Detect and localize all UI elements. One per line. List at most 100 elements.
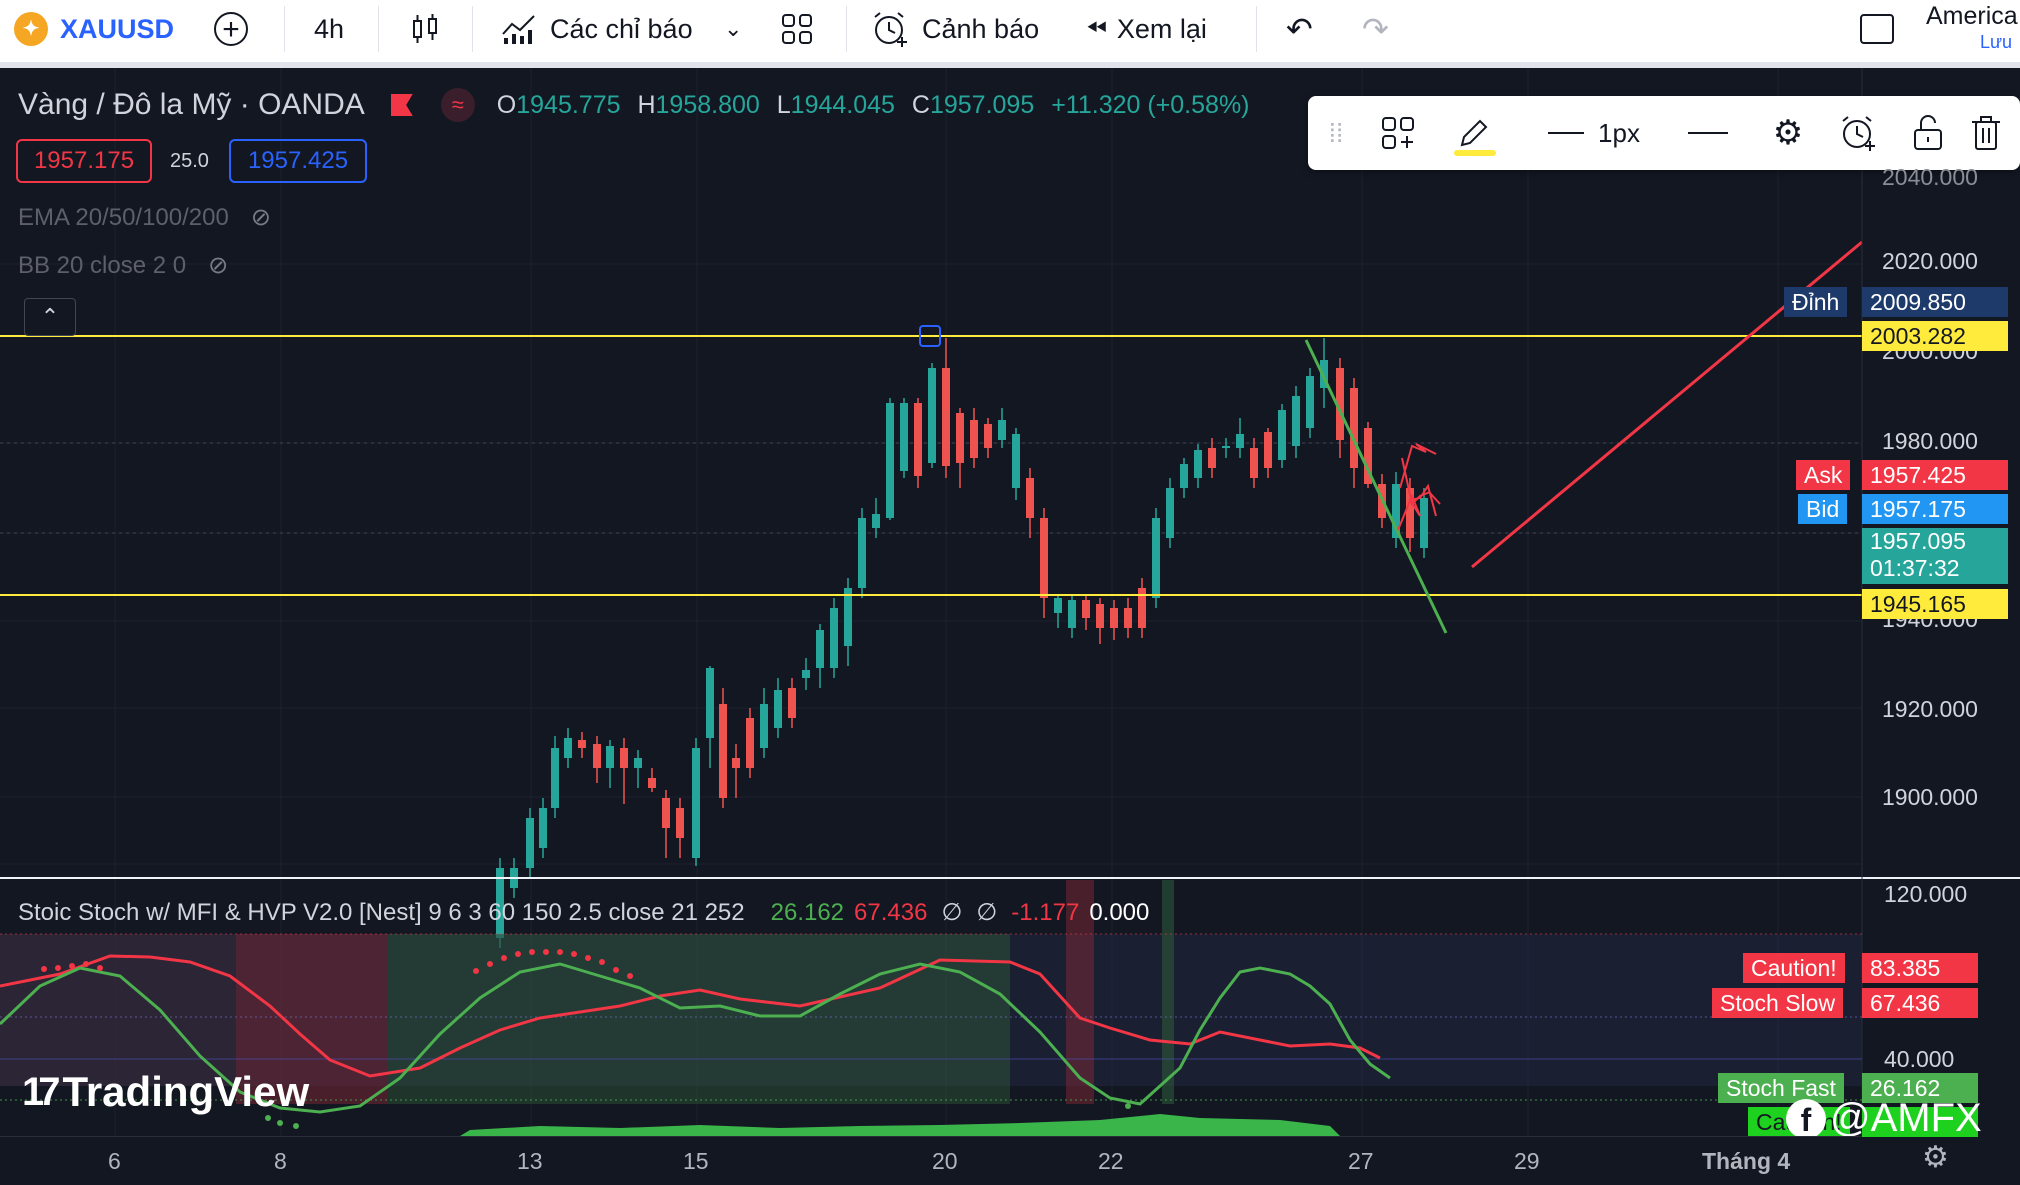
- candle-body: [1040, 518, 1048, 598]
- redo-button[interactable]: ↷: [1362, 0, 1389, 58]
- close-value: 1957.095: [929, 90, 1035, 119]
- main-legend: Vàng / Đô la Mỹ · OANDA ≈ O1945.775 H195…: [18, 88, 1250, 122]
- candle-body: [539, 808, 547, 848]
- chart-settings-button[interactable]: ⚙: [1922, 1140, 1949, 1175]
- caution-dots: [41, 949, 633, 979]
- rewind-icon: ⏪︎: [1086, 13, 1107, 43]
- eye-hidden-icon[interactable]: ⊘: [250, 204, 271, 231]
- buy-button[interactable]: 1957.425: [229, 139, 367, 183]
- bb-legend[interactable]: BB 20 close 2 0 ⊘: [18, 251, 228, 280]
- candle-body: [1306, 376, 1314, 428]
- indicator-legend[interactable]: Stoic Stoch w/ MFI & HVP V2.0 [Nest] 9 6…: [18, 898, 1149, 927]
- candle-body: [1364, 428, 1372, 484]
- layouts-button[interactable]: [780, 0, 814, 58]
- indicator-na-1: ∅: [941, 899, 963, 926]
- time-axis-label: 8: [274, 1148, 287, 1174]
- eye-hidden-icon[interactable]: ⊘: [208, 252, 229, 279]
- line-color-button[interactable]: [1444, 96, 1504, 170]
- open-value: 1945.775: [516, 90, 621, 119]
- arrow-drawing-upper[interactable]: [1399, 443, 1437, 489]
- alarm-clock-icon: [874, 12, 907, 47]
- caution-tag-value: 83.385: [1862, 953, 1978, 983]
- chart-type-button[interactable]: [408, 0, 442, 58]
- arrow-drawing-shaft[interactable]: [1401, 457, 1431, 507]
- last-price-value: 1957.095: [1870, 528, 1966, 554]
- indicators-dropdown-button[interactable]: ⌄: [724, 0, 742, 58]
- price-axis[interactable]: 2040.000 2020.000 2000.000 1980.000 1940…: [1862, 68, 2020, 1116]
- chevron-down-icon: ⌄: [724, 16, 743, 41]
- settings-button[interactable]: ⚙: [1758, 96, 1818, 170]
- market-closed-flag-icon: [390, 94, 413, 116]
- alert-label: Cảnh báo: [922, 13, 1040, 44]
- author-watermark: f @AMFX: [1786, 1096, 1982, 1141]
- plus-circle-icon: +: [214, 12, 248, 46]
- drag-handle[interactable]: ⁞⁞: [1316, 96, 1356, 170]
- time-axis[interactable]: [0, 1136, 1862, 1185]
- candle-body: [1138, 588, 1146, 628]
- collapse-legend-button[interactable]: ⌃: [24, 298, 76, 336]
- candle-body: [692, 748, 700, 858]
- sell-button[interactable]: 1957.175: [16, 139, 152, 183]
- indicator-wave-icon[interactable]: ≈: [440, 88, 475, 122]
- candle-body: [1406, 488, 1414, 538]
- candle-body: [551, 748, 559, 808]
- oversold-dots: [265, 1103, 1131, 1129]
- arrow-drawing-lower[interactable]: [1397, 483, 1441, 531]
- indicators-button[interactable]: Các chỉ báo: [500, 0, 693, 58]
- price-axis-label: 2040.000: [1882, 164, 1978, 190]
- save-button[interactable]: Lưu: [1980, 32, 2013, 52]
- peak-tag-label: Đỉnh: [1784, 287, 1848, 317]
- time-axis-label: 15: [683, 1148, 709, 1174]
- candle-body: [1110, 608, 1118, 628]
- gold-coin-icon: ✦: [14, 12, 48, 46]
- grid-layout-icon: [782, 14, 812, 44]
- symbol-search[interactable]: ✦ XAUUSD: [14, 0, 174, 58]
- ask-tag-value: 1957.425: [1862, 460, 2008, 490]
- indicator-title: Stoic Stoch w/ MFI & HVP V2.0 [Nest] 9 6…: [18, 898, 745, 926]
- price-axis-label: 1920.000: [1882, 696, 1978, 722]
- candle-body: [1166, 488, 1174, 538]
- candle-body: [942, 368, 950, 466]
- downtrend-line[interactable]: [1304, 339, 1448, 634]
- line-anchor-handle[interactable]: [919, 325, 941, 347]
- candle-body: [1320, 360, 1328, 388]
- fullscreen-button[interactable]: [1860, 0, 1894, 58]
- candle-body: [706, 668, 714, 738]
- line-style-button[interactable]: [1678, 96, 1738, 170]
- candle-body: [1236, 434, 1244, 448]
- bid-tag-value: 1957.175: [1862, 494, 2008, 524]
- candle-body: [984, 424, 992, 448]
- candle-body: [1264, 432, 1272, 468]
- volume-area: [460, 1114, 1340, 1136]
- chart-grid: [0, 68, 1862, 1136]
- interval-button[interactable]: 4h: [314, 0, 344, 58]
- stoch-fast-line: [0, 962, 1391, 1114]
- tradingview-logo-icon: 17: [22, 1069, 60, 1114]
- alert-button[interactable]: Cảnh báo: [870, 0, 1039, 58]
- ema-legend[interactable]: EMA 20/50/100/200 ⊘: [18, 203, 271, 232]
- candle-body: [774, 690, 782, 728]
- indicator-bands: [0, 880, 1862, 1104]
- add-alert-button[interactable]: [1828, 96, 1888, 170]
- lock-button[interactable]: [1898, 96, 1958, 170]
- high-label: H: [637, 90, 656, 119]
- time-axis-label: 29: [1514, 1148, 1540, 1174]
- high-value: 1958.800: [655, 90, 760, 119]
- square-icon: [1860, 14, 1894, 44]
- tradingview-watermark: 17 TradingView: [22, 1068, 309, 1116]
- time-axis-label: 22: [1098, 1148, 1124, 1174]
- line-width-button[interactable]: 1px: [1524, 96, 1664, 170]
- last-price-tag: 1957.095 01:37:32: [1862, 528, 2008, 584]
- interval-label: 4h: [314, 13, 345, 44]
- ohlc-values: O1945.775 H1958.800 L1944.045 C1957.095 …: [497, 91, 1250, 120]
- candles-icon: [413, 14, 437, 43]
- candle-body: [928, 368, 936, 463]
- delete-button[interactable]: [1956, 96, 2016, 170]
- undo-button[interactable]: ↶: [1286, 0, 1313, 58]
- drag-dots-icon: ⁞⁞: [1328, 117, 1344, 148]
- replay-button[interactable]: ⏪︎ Xem lại: [1086, 0, 1207, 58]
- templates-button[interactable]: [1368, 96, 1428, 170]
- candle-body: [1222, 446, 1230, 448]
- time-axis-label: Tháng 4: [1702, 1148, 1791, 1174]
- add-symbol-button[interactable]: +: [214, 0, 248, 58]
